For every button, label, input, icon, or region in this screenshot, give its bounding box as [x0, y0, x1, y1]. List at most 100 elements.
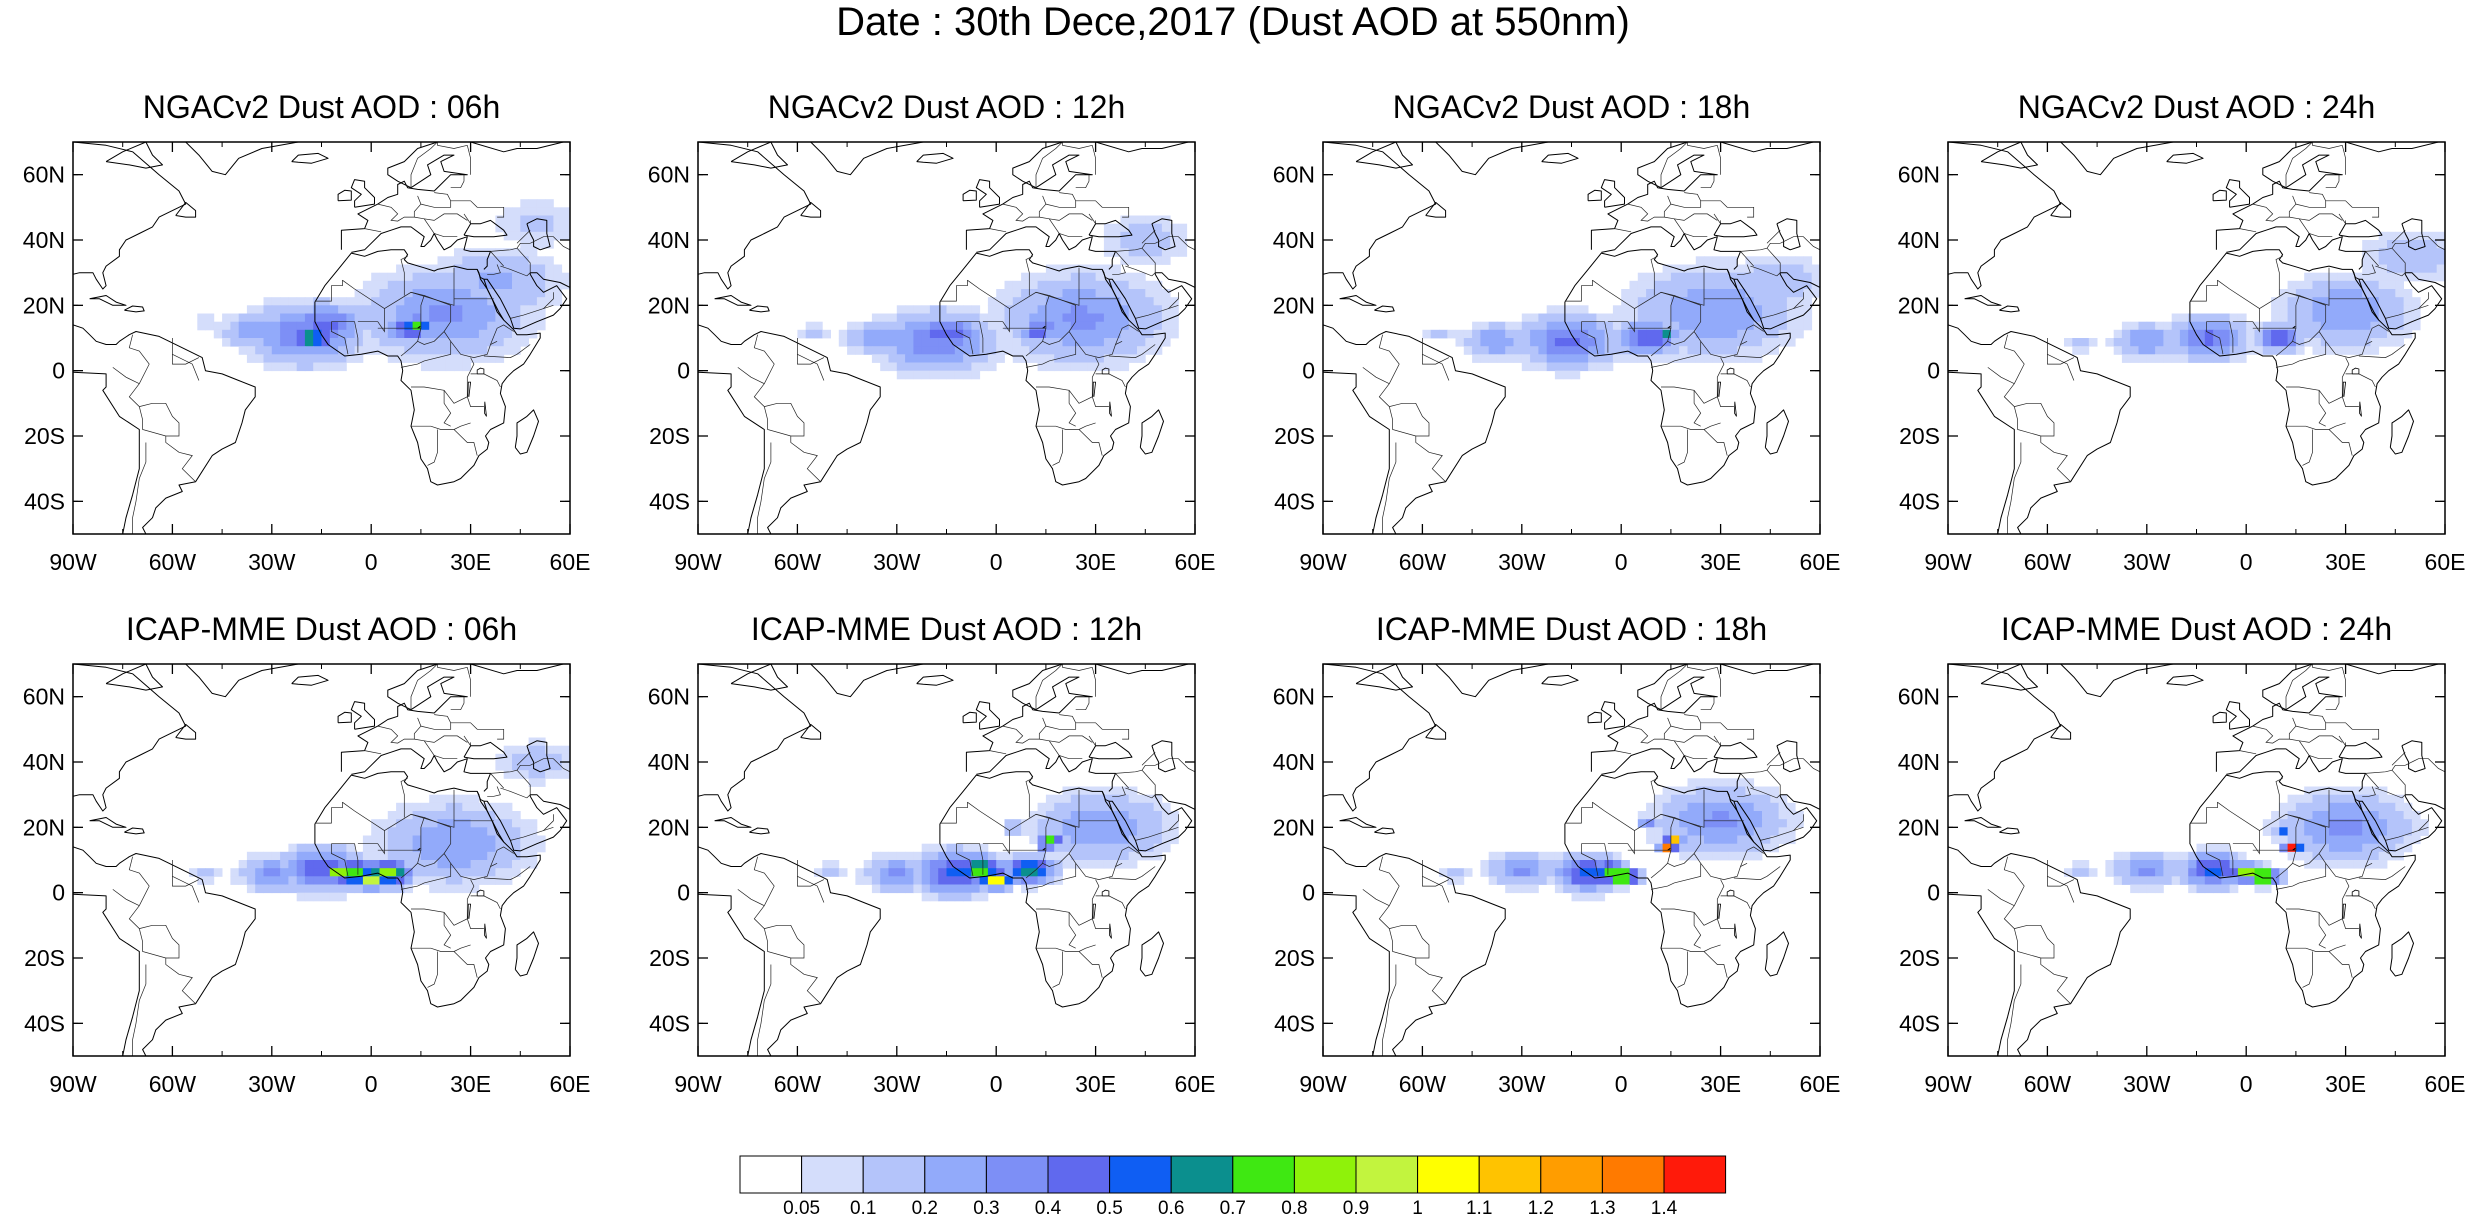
aod-cell	[2188, 884, 2197, 894]
aod-cell	[1054, 289, 1063, 298]
aod-cell	[1521, 346, 1531, 355]
aod-cell	[1480, 354, 1490, 363]
aod-cell	[1439, 868, 1448, 877]
aod-cell	[1128, 289, 1138, 298]
aod-cell	[503, 289, 513, 298]
aod-cell	[1447, 876, 1456, 885]
country-border	[132, 442, 147, 534]
aod-cell	[1103, 240, 1113, 249]
aod-cell	[946, 362, 956, 372]
aod-cell	[545, 215, 554, 225]
aod-cell	[396, 280, 405, 290]
coastlines	[1948, 142, 2445, 534]
aod-cell	[1530, 321, 1539, 331]
coastline-hispaniola	[1374, 305, 1395, 313]
country-border	[1987, 856, 2025, 907]
coastline-caspian	[1776, 218, 1801, 251]
aod-cell	[921, 884, 931, 894]
lon-tick-label: 60E	[1175, 1071, 1216, 1097]
aod-cell	[445, 289, 455, 298]
colorbar-label: 1	[1412, 1198, 1423, 1215]
country-border	[516, 247, 531, 273]
aod-cell	[1795, 264, 1804, 274]
aod-cell	[896, 362, 906, 372]
country-border	[342, 801, 385, 855]
aod-cell	[1004, 313, 1014, 323]
aod-cell	[1588, 362, 1597, 372]
aod-cell	[1045, 338, 1055, 347]
country-border	[1740, 846, 1764, 867]
aod-cell	[396, 851, 405, 861]
aod-cell	[2329, 802, 2338, 812]
aod-cell	[1029, 876, 1038, 885]
aod-cell	[996, 321, 1005, 331]
country-border	[1095, 373, 1126, 388]
aod-cell	[520, 199, 529, 208]
aod-cell	[387, 338, 397, 347]
aod-cell	[1753, 280, 1763, 290]
country-border	[1025, 341, 1077, 368]
aod-cell	[2237, 313, 2247, 323]
aod-cell	[2287, 802, 2297, 812]
aod-cell	[1554, 305, 1564, 314]
aod-cell	[1654, 329, 1663, 339]
aod-cell	[1604, 354, 1614, 363]
aod-cell	[1029, 297, 1038, 306]
aod-cell	[396, 289, 405, 298]
aod-cell	[1103, 297, 1113, 306]
aod-cell	[954, 329, 964, 339]
aod-cell	[246, 305, 256, 314]
aod-cell	[1054, 338, 1063, 347]
aod-cell	[1786, 819, 1796, 828]
aod-cell	[996, 329, 1005, 339]
aod-cell	[2279, 313, 2288, 323]
country-border	[1693, 912, 1702, 949]
aod-cell	[1045, 802, 1055, 812]
country-border	[1780, 236, 1820, 251]
aod-cell	[1095, 272, 1105, 282]
aod-cell	[2171, 851, 2181, 861]
aod-cell	[2378, 305, 2388, 314]
aod-cell	[1646, 313, 1655, 323]
aod-cell	[963, 370, 972, 380]
aod-cell	[2213, 338, 2222, 347]
aod-cell	[1803, 321, 1813, 331]
aod-cell	[2362, 256, 2371, 265]
aod-cell	[1079, 819, 1088, 828]
country-border	[2338, 213, 2346, 225]
aod-cell	[1637, 868, 1647, 877]
aod-cell	[963, 354, 972, 363]
aod-cell	[512, 313, 521, 323]
aod-cell	[362, 297, 372, 306]
aod-cell	[1712, 280, 1721, 290]
aod-cell	[2370, 289, 2380, 298]
aod-cell	[871, 354, 881, 363]
aod-cell	[553, 289, 563, 298]
aod-cell	[2370, 338, 2380, 347]
aod-cell	[830, 868, 840, 877]
country-border	[1155, 236, 1195, 251]
colorbar-label: 0.1	[850, 1198, 876, 1215]
aod-cell	[420, 289, 430, 298]
aod-cell	[929, 843, 939, 853]
aod-cell	[1062, 794, 1072, 804]
aod-cell	[1095, 354, 1105, 363]
aod-cell	[470, 313, 480, 323]
aod-cell	[470, 321, 480, 331]
aod-cell	[420, 835, 430, 845]
aod-cell	[553, 215, 563, 225]
aod-cell	[2320, 786, 2330, 796]
aod-cell	[1588, 354, 1597, 363]
aod-cell	[979, 338, 989, 347]
aod-cell	[2420, 819, 2429, 828]
aod-cell	[1062, 811, 1072, 820]
aod-cell	[420, 272, 430, 282]
country-border	[1155, 758, 1195, 773]
country-border	[2405, 236, 2445, 251]
aod-cell	[1488, 860, 1498, 869]
aod-cell	[362, 338, 372, 347]
colorbar-swatch	[1170, 1155, 1234, 1194]
aod-cell	[2320, 272, 2330, 282]
aod-cell	[1745, 835, 1755, 845]
aod-cell	[2378, 338, 2388, 347]
